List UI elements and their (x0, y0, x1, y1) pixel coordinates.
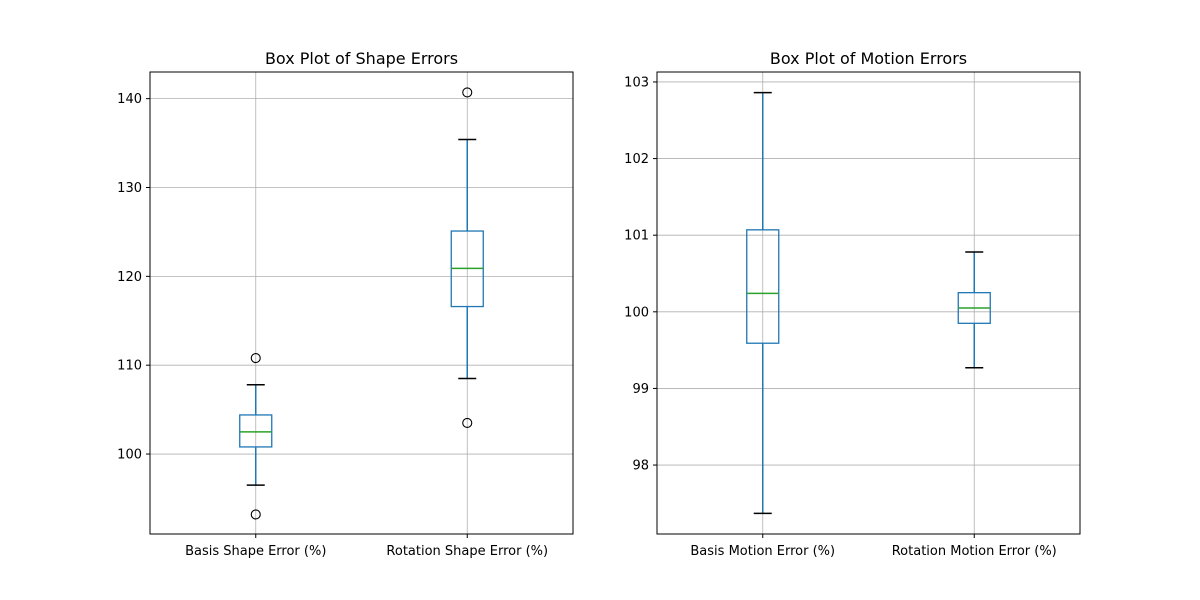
box-1 (746, 91, 780, 515)
y-tick-label: 100 (117, 448, 142, 463)
box-1 (239, 353, 273, 520)
box-2 (957, 251, 991, 369)
y-tick-label: 103 (624, 75, 649, 90)
y-tick-label: 120 (117, 270, 142, 285)
axes-frame (149, 71, 574, 535)
chart-panel-1: 100 110 120 130 140 Basis Shape Error (%) Rota… (117, 49, 574, 559)
y-tick-label: 130 (117, 181, 142, 196)
y-tick-label: 98 (632, 459, 649, 474)
box-iqr (239, 414, 273, 448)
box-2 (450, 87, 484, 428)
box-iqr (746, 229, 780, 344)
x-tick-label: Rotation Motion Error (%) (892, 544, 1057, 559)
axes-frame (656, 71, 1081, 535)
y-tick-label: 101 (624, 229, 649, 244)
outlier-point (250, 509, 261, 520)
y-tick-label: 110 (117, 359, 142, 374)
x-tick-label: Basis Motion Error (%) (690, 544, 835, 559)
y-tick-label: 100 (624, 305, 649, 320)
y-tick-label: 140 (117, 92, 142, 107)
y-tick-label: 102 (624, 152, 649, 167)
outlier-point (462, 87, 473, 98)
chart-title: Box Plot of Shape Errors (265, 49, 458, 68)
chart-panel-2: 98 99 100 101 102 103 Basis Motion Error (%) Ro… (624, 49, 1081, 559)
y-tick-label: 99 (632, 382, 649, 397)
outlier-point (462, 417, 473, 428)
chart-title: Box Plot of Motion Errors (770, 49, 967, 68)
outlier-point (250, 353, 261, 364)
x-tick-label: Basis Shape Error (%) (185, 544, 326, 559)
x-tick-label: Rotation Shape Error (%) (386, 544, 548, 559)
